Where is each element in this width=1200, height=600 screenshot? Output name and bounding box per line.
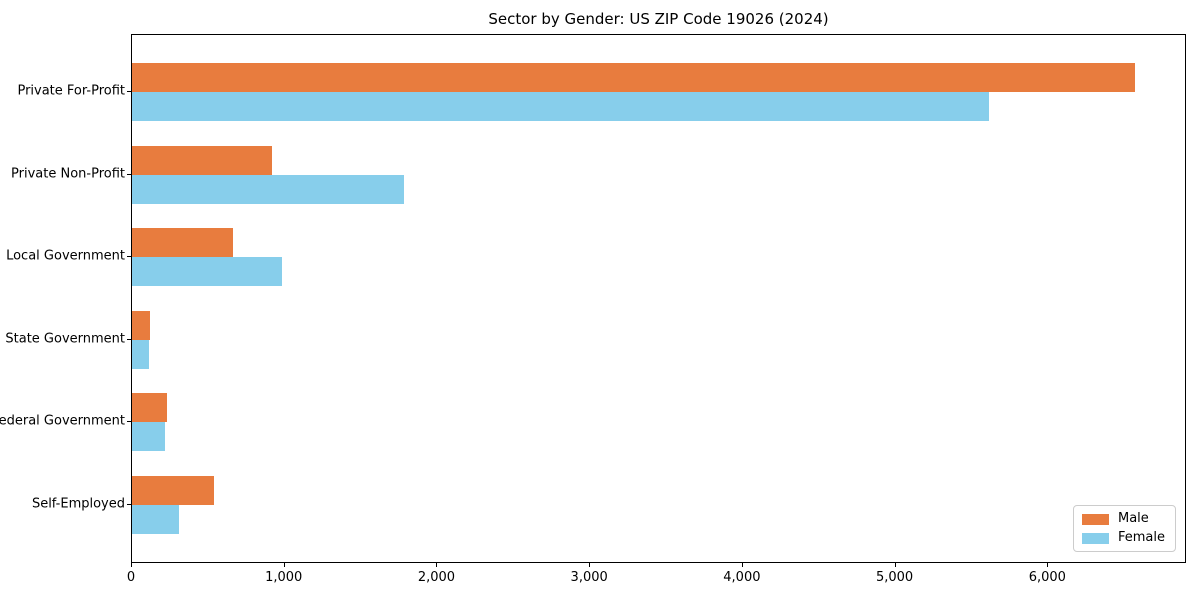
legend-swatch-female xyxy=(1081,532,1109,544)
bar-male-local-government xyxy=(132,228,233,258)
bar-female-private-non-profit xyxy=(132,174,404,204)
xtick-mark xyxy=(436,563,438,567)
ytick-label-private-non-profit: Private Non-Profit xyxy=(11,166,125,182)
legend-label-female: Female xyxy=(1117,530,1165,545)
xtick-label-1000: 1,000 xyxy=(265,570,303,585)
bar-female-federal-government xyxy=(132,422,165,452)
xtick-label-2000: 2,000 xyxy=(417,570,456,585)
bar-male-private-non-profit xyxy=(132,145,272,175)
legend: Male Female xyxy=(1072,505,1176,552)
legend-label-male: Male xyxy=(1117,511,1149,526)
legend-entry-female: Female xyxy=(1081,530,1165,545)
bar-female-state-government xyxy=(132,339,149,369)
xtick-mark xyxy=(1047,563,1049,567)
ytick-label-state-government: State Government xyxy=(5,331,125,347)
bar-female-self-employed xyxy=(132,505,179,534)
bar-female-local-government xyxy=(132,257,283,287)
xtick-label-3000: 3,000 xyxy=(570,570,608,585)
bar-female-private-for-profit xyxy=(132,91,989,121)
legend-entry-male: Male xyxy=(1081,511,1165,526)
xtick-mark xyxy=(283,563,285,567)
chart-title: Sector by Gender: US ZIP Code 19026 (202… xyxy=(488,10,829,28)
xtick-label-6000: 6,000 xyxy=(1028,570,1066,585)
ytick-label-federal-government: Federal Government xyxy=(0,413,125,429)
xtick-label-5000: 5,000 xyxy=(875,570,914,585)
ytick-label-self-employed: Self-Employed xyxy=(31,496,125,512)
ytick-label-private-for-profit: Private For-Profit xyxy=(17,83,125,99)
bar-male-federal-government xyxy=(132,393,168,423)
xtick-mark xyxy=(741,563,743,567)
bar-male-state-government xyxy=(132,310,151,340)
ytick-mark xyxy=(127,504,131,505)
ytick-label-local-government: Local Government xyxy=(6,248,125,264)
ytick-mark xyxy=(127,173,131,175)
xtick-mark xyxy=(589,563,591,567)
xtick-mark xyxy=(894,563,896,567)
plot-area: Male Female xyxy=(131,34,1186,563)
ytick-mark xyxy=(127,256,131,258)
xtick-mark xyxy=(131,563,132,567)
bar-male-private-for-profit xyxy=(132,63,1135,92)
bar-male-self-employed xyxy=(132,476,214,505)
ytick-mark xyxy=(127,421,131,423)
ytick-mark xyxy=(127,90,131,92)
xtick-label-4000: 4,000 xyxy=(723,570,761,585)
legend-swatch-male xyxy=(1081,513,1109,525)
ytick-mark xyxy=(127,338,131,340)
xtick-label-0: 0 xyxy=(126,570,136,585)
